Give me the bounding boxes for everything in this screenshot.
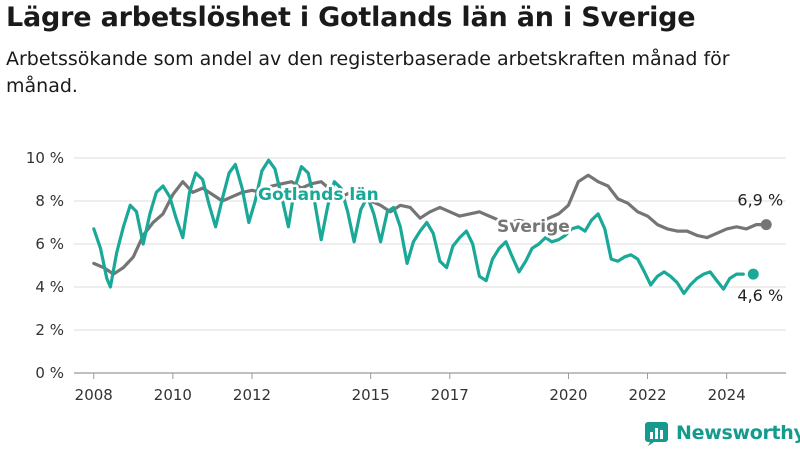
end-point-gotland: [747, 268, 759, 280]
y-tick-label: 10 %: [26, 149, 64, 167]
brand-logo: Newsworthy: [644, 419, 800, 447]
x-tick-label: 2008: [75, 386, 113, 404]
series-line-sverige: [92, 173, 768, 276]
series-label-sverige: Sverige: [497, 217, 570, 237]
chart-subtitle: Arbetssökande som andel av den registerb…: [6, 48, 730, 97]
x-tick-label: 2020: [549, 386, 587, 404]
x-tick-label: 2012: [233, 386, 271, 404]
brand-name: Newsworthy: [676, 422, 800, 444]
y-tick-label: 2 %: [35, 321, 64, 339]
x-tick-label: 2015: [352, 386, 390, 404]
series-line-gotland: [92, 158, 745, 295]
x-tick-label: 2022: [628, 386, 666, 404]
y-tick-label: 0 %: [35, 364, 64, 382]
newsworthy-logo-icon: [645, 422, 668, 446]
x-tick-label: 2017: [431, 386, 469, 404]
x-tick-label: 2024: [708, 386, 746, 404]
end-label-sverige: 6,9 %: [737, 191, 783, 210]
y-tick-label: 6 %: [35, 235, 64, 253]
end-point-sverige: [760, 219, 772, 231]
y-tick-label: 8 %: [35, 192, 64, 210]
series-label-gotland: Gotlands län: [258, 185, 379, 205]
chart-title: Lägre arbetslöshet i Gotlands län än i S…: [6, 2, 696, 33]
x-tick-label: 2010: [154, 386, 192, 404]
y-tick-label: 4 %: [35, 278, 64, 296]
end-label-gotland: 4,6 %: [737, 286, 783, 305]
